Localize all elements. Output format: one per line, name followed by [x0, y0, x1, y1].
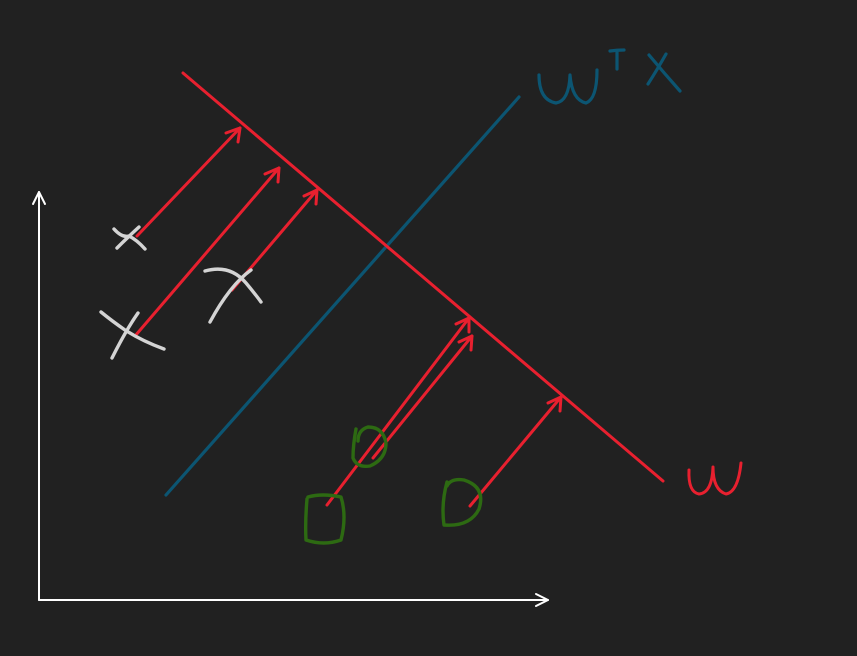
label-w-transpose-x [537, 48, 682, 105]
cross-projection-arrows [133, 126, 319, 338]
decision-boundary-line [164, 95, 521, 497]
circle-marker [441, 477, 483, 527]
cross-marker [112, 225, 147, 251]
projection-arrowhead [263, 166, 281, 184]
y-axis-arrowhead [32, 191, 46, 205]
x-axis-arrowhead [535, 593, 549, 607]
circle-marker [351, 425, 388, 469]
projection-arrowhead [546, 395, 563, 413]
label-w [687, 461, 743, 496]
projection-arrow [133, 166, 281, 338]
projection-arrowhead [224, 126, 242, 144]
projection-arrowhead [302, 188, 319, 206]
cross-class-points [99, 225, 263, 360]
coordinate-axes [32, 191, 549, 607]
projection-arrow [468, 395, 563, 508]
cross-marker [203, 267, 263, 324]
projection-arrow [371, 334, 474, 460]
projection-arrow [325, 316, 471, 507]
projection-arrowhead [454, 316, 471, 334]
projection-direction-line [181, 71, 665, 483]
projection-arrowhead [457, 334, 474, 352]
cross-marker [99, 310, 166, 360]
circle-marker [303, 493, 346, 545]
circle-projection-arrows [325, 316, 563, 508]
circle-class-points [303, 425, 483, 545]
projection-arrow [135, 126, 242, 238]
